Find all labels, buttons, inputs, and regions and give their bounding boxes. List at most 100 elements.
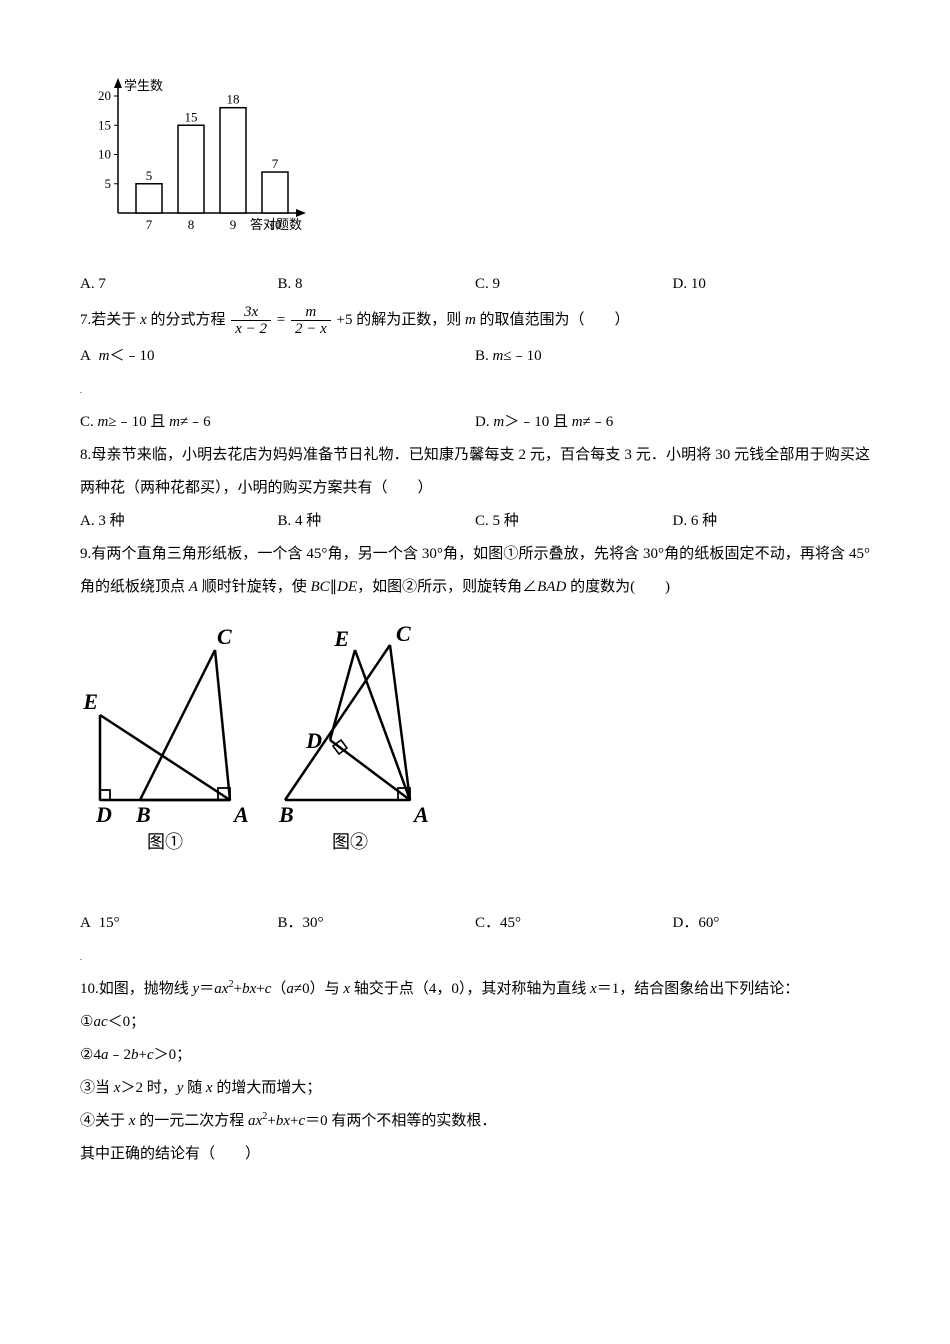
q10-expr-y: y xyxy=(193,981,200,997)
q7-text4: 的取值范围为（ ） xyxy=(476,312,630,328)
q6-options: A. 7 B. 8 C. 9 D. 10 xyxy=(80,268,870,301)
q7-opt-a-label: A xyxy=(80,348,91,364)
svg-text:9: 9 xyxy=(230,217,237,232)
q10-l1-expr: ac xyxy=(93,1014,107,1030)
q10-l4-mid: 的一元二次方程 xyxy=(135,1113,248,1129)
q6-opt-c: C. 9 xyxy=(475,268,673,301)
q7-opt-d: D. m＞﹣10 且 m≠﹣6 xyxy=(475,406,870,439)
svg-text:18: 18 xyxy=(227,92,240,107)
svg-text:B: B xyxy=(135,802,151,827)
q7-frac2: m2 − x xyxy=(291,304,331,338)
q10-t4: ＝1，结合图象给出下列结论： xyxy=(597,981,800,997)
q10-line2: ②4a﹣2b+c＞0； xyxy=(80,1039,870,1072)
q8-opt-a: A. 3 种 xyxy=(80,505,278,538)
q8-opt-b: B. 4 种 xyxy=(278,505,476,538)
q7-text3: +5 的解为正数，则 xyxy=(333,312,465,328)
q8-stem: 8.母亲节来临，小明去花店为妈妈准备节日礼物．已知康乃馨每支 2 元，百合每支 … xyxy=(80,439,870,505)
q7-opt-b: B. m≤﹣10 xyxy=(475,340,870,406)
q9-var-a: A xyxy=(189,579,198,595)
q10-l3-post: 的增大而增大； xyxy=(213,1080,322,1096)
svg-text:15: 15 xyxy=(185,109,198,124)
q10-line3: ③当 x＞2 时，y 随 x 的增大而增大； xyxy=(80,1072,870,1105)
q10-stem: 10.如图，抛物线 y＝ax2+bx+c（a≠0）与 x 轴交于点（4，0），其… xyxy=(80,973,870,1006)
q7-frac1-den: x − 2 xyxy=(231,321,271,338)
q7-eq: = xyxy=(273,312,289,328)
svg-text:A: A xyxy=(412,802,429,827)
q6-opt-d: D. 10 xyxy=(673,268,871,301)
q7-opt-a-text: m＜﹣10 xyxy=(99,348,155,364)
svg-text:E: E xyxy=(333,626,349,651)
q9-t1: 顺时针旋转，使 xyxy=(198,579,311,595)
q10-l4-post: ＝0 有两个不相等的实数根． xyxy=(305,1113,496,1129)
q7-var-m: m xyxy=(465,312,476,328)
svg-text:10: 10 xyxy=(98,147,111,162)
q9-options: A. 15° B．30° C．45° D．60° xyxy=(80,907,870,973)
q10-l3-v3: x xyxy=(206,1080,213,1096)
svg-text:E: E xyxy=(82,689,98,714)
q9-t3: 的度数为( ) xyxy=(566,579,670,595)
q10-l2-post: ＞0； xyxy=(154,1047,192,1063)
q10-var-x2: x xyxy=(590,981,597,997)
svg-text:D: D xyxy=(95,802,112,827)
q10-l1-pre: ① xyxy=(80,1014,93,1030)
q7-stem: 7.若关于 x 的分式方程 3xx − 2 = m2 − x +5 的解为正数，… xyxy=(80,301,870,340)
q9-opt-a-label: A xyxy=(80,915,91,931)
svg-text:5: 5 xyxy=(105,176,112,191)
svg-text:A: A xyxy=(232,802,249,827)
q9-var-de: DE xyxy=(337,579,357,595)
q9-stem: 9.有两个直角三角形纸板，一个含 45°角，另一个含 30°角，如图①所示叠放，… xyxy=(80,538,870,604)
q7-options-row2: C. m≥﹣10 且 m≠﹣6 D. m＞﹣10 且 m≠﹣6 xyxy=(80,406,870,439)
q9-figure: ECDBA图①ECDBA图② xyxy=(80,610,870,893)
q9-t2: ，如图②所示，则旋转角∠ xyxy=(357,579,537,595)
svg-text:C: C xyxy=(396,621,411,646)
q9-opt-d: D．60° xyxy=(673,907,871,973)
bar-chart-svg: 510152057158189710学生数答对题数 xyxy=(80,76,320,241)
q7-opt-b-label: B. xyxy=(475,348,493,364)
q7-frac1-num: 3x xyxy=(231,304,271,322)
q7-var-x: x xyxy=(140,312,147,328)
q7-text: 7.若关于 xyxy=(80,312,140,328)
svg-text:20: 20 xyxy=(98,88,111,103)
q7-frac2-den: 2 − x xyxy=(291,321,331,338)
q10-l3-pre: ③当 xyxy=(80,1080,114,1096)
svg-text:图②: 图② xyxy=(332,832,368,852)
q10-line5: 其中正确的结论有（ ） xyxy=(80,1138,870,1171)
q7-options-row1: A. m＜﹣10 B. m≤﹣10 xyxy=(80,340,870,406)
q7-opt-d-label: D. xyxy=(475,414,493,430)
q9-parallel: ∥ xyxy=(330,579,338,595)
q10-line4: ④关于 x 的一元二次方程 ax2+bx+c＝0 有两个不相等的实数根． xyxy=(80,1105,870,1138)
q7-frac1: 3xx − 2 xyxy=(231,304,271,338)
q10-t2: ≠0）与 xyxy=(294,981,343,997)
q7-text2: 的分式方程 xyxy=(147,312,230,328)
q10-t0: 10.如图，抛物线 xyxy=(80,981,193,997)
q9-svg: ECDBA图①ECDBA图② xyxy=(80,610,440,880)
q7-opt-c: C. m≥﹣10 且 m≠﹣6 xyxy=(80,406,475,439)
svg-text:7: 7 xyxy=(272,156,279,171)
q10-t3: 轴交于点（4，0），其对称轴为直线 xyxy=(350,981,590,997)
q8-options: A. 3 种 B. 4 种 C. 5 种 D. 6 种 xyxy=(80,505,870,538)
q8-opt-d: D. 6 种 xyxy=(673,505,871,538)
svg-text:C: C xyxy=(217,624,232,649)
q9-opt-c: C．45° xyxy=(475,907,673,973)
svg-text:B: B xyxy=(278,802,294,827)
q10-l2-pre: ②4 xyxy=(80,1047,101,1063)
q9-opt-a-text: 15° xyxy=(99,915,120,931)
q7-frac2-num: m xyxy=(291,304,331,322)
q10-l3-mid2: 随 xyxy=(183,1080,206,1096)
q7-opt-a: A. m＜﹣10 xyxy=(80,340,475,406)
q6-opt-b: B. 8 xyxy=(278,268,476,301)
q10-l4-pre: ④关于 xyxy=(80,1113,129,1129)
q9-opt-b: B．30° xyxy=(278,907,476,973)
svg-text:D: D xyxy=(305,728,322,753)
q6-chart: 510152057158189710学生数答对题数 xyxy=(80,76,870,254)
q8-opt-c: C. 5 种 xyxy=(475,505,673,538)
q9-opt-a: A. 15° xyxy=(80,907,278,973)
q6-opt-a: A. 7 xyxy=(80,268,278,301)
svg-text:15: 15 xyxy=(98,117,111,132)
q10-l3-mid: ＞2 时， xyxy=(120,1080,176,1096)
q10-line1: ①ac＜0； xyxy=(80,1006,870,1039)
svg-text:学生数: 学生数 xyxy=(124,78,163,93)
q10-l4-expr: ax xyxy=(248,1113,262,1129)
q10-l1-post: ＜0； xyxy=(108,1014,146,1030)
q10-t1: （ xyxy=(271,981,286,997)
